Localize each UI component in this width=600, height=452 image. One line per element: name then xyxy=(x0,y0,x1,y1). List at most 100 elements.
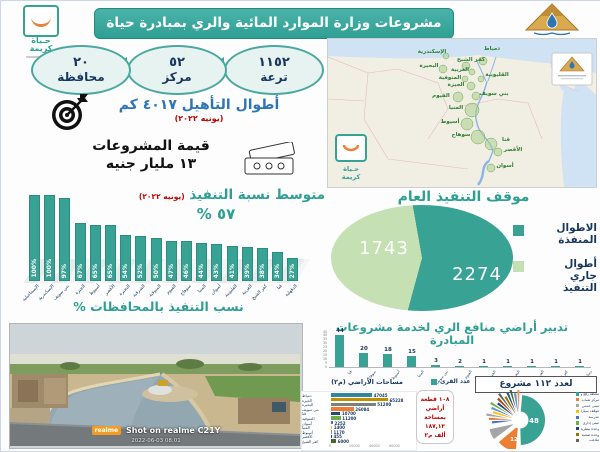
gov-bar: 41% xyxy=(226,245,238,281)
note-line-4: ألف م٢ xyxy=(424,432,446,439)
average-title-text: متوسط نسبة التنفيذ xyxy=(189,187,326,203)
gov-bar-value: 41% xyxy=(228,263,236,278)
villages-value: 44 xyxy=(336,328,344,335)
map-city-label: الإسكندرية xyxy=(418,48,447,55)
pyramid-water-icon xyxy=(524,3,580,36)
gov-bar: 54% xyxy=(120,234,132,281)
gov-bar-value: 100% xyxy=(46,259,54,278)
stat-canals-label: ترعة xyxy=(260,69,288,84)
gov-chart-title: نسب التنفيذ بالمحافظات % xyxy=(73,299,244,314)
areas-row-value: 11200 xyxy=(342,416,357,421)
villages-value: 1 xyxy=(506,359,510,365)
areas-xtick: 20000 xyxy=(349,444,360,448)
rehab-date: (يونيه ٢٠٢٢) xyxy=(174,114,224,123)
map-city-label: الغربية xyxy=(451,67,469,73)
gov-bar-value: 44% xyxy=(198,263,206,278)
gov-bar: 27% xyxy=(287,257,299,281)
stat-canals: ١١٥٢ ترعة xyxy=(224,45,324,95)
donut-fan-slice xyxy=(492,420,515,424)
gov-bar-value: 54% xyxy=(122,263,130,278)
gov-bar-value: 65% xyxy=(107,263,114,278)
stat-centers-label: مركز xyxy=(162,69,192,84)
gov-bar-value: 47% xyxy=(167,263,175,278)
legend-swatch xyxy=(576,421,580,425)
map-city-circle xyxy=(438,64,448,74)
areas-xtick: 60000 xyxy=(389,444,400,448)
villages-ytick: 20 xyxy=(322,349,327,353)
pie-legend-item-done: الاطوال المنفذة xyxy=(513,222,597,247)
legend-label: مدرسة xyxy=(588,415,600,420)
villages-bar xyxy=(503,366,512,367)
donut-hole xyxy=(511,411,529,429)
areas-row-value: 26084 xyxy=(355,406,370,412)
donut-legend-item: مبنى خدمي xyxy=(576,404,599,408)
donut-fan-slice xyxy=(513,393,519,416)
gov-bar: 97% xyxy=(59,197,71,281)
hayah-logo-text-2: كريمة xyxy=(29,44,53,54)
villages-bar xyxy=(527,366,536,367)
egypt-map: دمياط الإسكندرية كفر الشيخ البحيرة الغربية ال… xyxy=(327,38,597,188)
donut-legend-item: موقف سيارات xyxy=(576,409,599,413)
areas-row-bar xyxy=(331,425,333,429)
average-value: ٥٧ % xyxy=(196,205,236,223)
donut-fan-slice xyxy=(491,406,512,417)
legend-swatch xyxy=(576,438,580,442)
realme-brand-chip: realme xyxy=(91,426,122,435)
donut-legend-item: وحدة بيطرية xyxy=(576,427,599,431)
areas-row-name: الأقصر xyxy=(302,434,313,440)
donut-fan-slice xyxy=(504,396,517,416)
villages-value: 1 xyxy=(578,359,582,365)
areas-row-name: دمياط xyxy=(302,393,312,398)
legend-label: وحدة بيطرية xyxy=(580,426,599,431)
areas-row-value: 10700 xyxy=(341,411,356,417)
map-city-circle xyxy=(478,56,488,66)
pie-legend-item-in-progress: أطوال جاري التنفيذ xyxy=(513,258,597,294)
mediterranean-sea xyxy=(328,39,596,73)
donut-slice-orange xyxy=(498,426,518,449)
donut-fan-slice xyxy=(498,393,513,412)
donut-fan-slice xyxy=(506,391,516,413)
donut-fan-slice xyxy=(490,401,510,415)
areas-row-value: 47045 xyxy=(373,393,388,398)
gov-bar-value: 52% xyxy=(137,263,145,278)
legend-label: محطة رفع وخزانات مياه xyxy=(581,392,599,396)
pie-chart-title: موقف التنفيذ العام xyxy=(397,189,530,205)
donut-big-label: 48 xyxy=(529,417,539,425)
map-city-label: أسوان xyxy=(496,161,513,169)
donut-fan-slice xyxy=(497,397,514,415)
stat-governorates-value: ٢٠ xyxy=(73,54,89,70)
projects-count-box: لعدد ١١٢ مشروع xyxy=(475,376,597,393)
note-line-3: ١٨٧,١٣ xyxy=(425,423,445,430)
villages-value: 1 xyxy=(554,359,558,365)
villages-ytick: 30 xyxy=(322,341,327,346)
donut-fan-slice xyxy=(497,402,516,417)
donut-orange-label: 12 xyxy=(510,437,518,443)
villages-value: 20 xyxy=(360,345,368,352)
stat-centers: ٥٢ مركز xyxy=(127,45,227,95)
areas-row-value: 6000 xyxy=(337,439,349,444)
legend-label: مركز شباب xyxy=(581,397,599,402)
gov-bar-value: 43% xyxy=(213,263,221,278)
villages-bar xyxy=(479,366,488,367)
project-value-line1: قيمة المشروعات xyxy=(92,138,210,154)
map-city-circle xyxy=(468,68,476,76)
stat-governorates: ٢٠ محافظة xyxy=(31,45,131,95)
legend-swatch xyxy=(576,392,580,396)
villages-ytick: 25 xyxy=(322,345,327,350)
donut-fan-slice xyxy=(486,413,509,419)
villages-value: 1 xyxy=(482,359,486,365)
areas-xtick: 40000 xyxy=(369,444,380,448)
stat-canals-value: ١١٥٢ xyxy=(258,54,290,70)
gov-bar: 65% xyxy=(89,225,101,281)
map-city-label: البحيرة xyxy=(419,63,438,69)
note-line-2: أراضي بمساحة xyxy=(424,405,446,421)
project-value-line2: ١٣ مليار جنيه xyxy=(105,156,197,173)
villages-value: 1 xyxy=(530,359,534,365)
map-city-label: بني سويف xyxy=(479,91,508,97)
hayah-logo-text-1: حـياة xyxy=(31,36,51,45)
photo-watermark: realme Shot on realme C21Y xyxy=(10,426,302,435)
areas-xtick: 0 xyxy=(329,444,332,448)
donut-fan-slice xyxy=(517,390,520,413)
villages-ytick: 5 xyxy=(324,360,327,365)
